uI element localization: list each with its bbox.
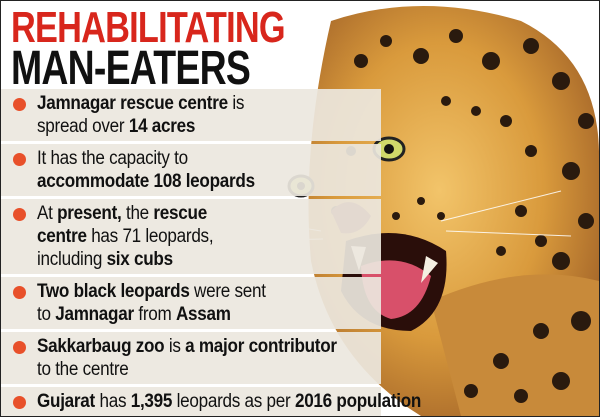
bullet-item: It has the capacity to accommodate 108 le… bbox=[1, 144, 381, 196]
bullet-dot bbox=[13, 341, 26, 354]
bullet-item: Jamnagar rescue centre is spread over 14 … bbox=[1, 89, 381, 141]
bullet-line: including six cubs bbox=[37, 248, 347, 271]
bullet-text: leopards as per bbox=[176, 391, 291, 412]
bullet-text: has bbox=[99, 391, 127, 412]
bullet-line: Two black leopards were sent bbox=[37, 280, 347, 303]
bullet-line: centre has 71 leopards, bbox=[37, 225, 347, 248]
bullet-text: It has the capacity to bbox=[37, 148, 188, 169]
bullet-line: It has the capacity to bbox=[37, 147, 347, 170]
bullet-line: At present, the rescue bbox=[37, 202, 347, 225]
bullet-text: spread over bbox=[37, 116, 125, 137]
bullet-text: to the centre bbox=[37, 359, 129, 380]
bullet-text: present, bbox=[57, 203, 122, 224]
bullet-item: At present, the rescue centre has 71 leop… bbox=[1, 199, 381, 274]
bullet-text: Jamnagar rescue centre bbox=[37, 93, 228, 114]
bullet-text: 1,395 bbox=[130, 391, 173, 412]
bullet-text: from bbox=[138, 304, 172, 325]
bullet-text: 2016 population bbox=[294, 391, 422, 412]
bullet-text: were sent bbox=[194, 281, 266, 302]
bullet-text: rescue bbox=[153, 203, 207, 224]
bullet-line: to Jamnagar from Assam bbox=[37, 303, 347, 326]
bullet-dot bbox=[13, 286, 26, 299]
bullet-text: centre bbox=[37, 226, 87, 247]
bullet-text: Gujarat bbox=[37, 391, 95, 412]
bullet-text: Jamnagar bbox=[55, 304, 134, 325]
bullet-line: to the centre bbox=[37, 358, 347, 381]
bullet-line: spread over 14 acres bbox=[37, 115, 347, 138]
bullet-list: Jamnagar rescue centre is spread over 14 … bbox=[1, 89, 421, 416]
bullet-dot bbox=[13, 396, 26, 409]
bullet-text: Assam bbox=[175, 304, 231, 325]
bullet-text: is bbox=[168, 336, 181, 357]
bullet-dot bbox=[13, 98, 26, 111]
bullet-dot bbox=[13, 208, 26, 221]
title-line: MAN-EATERS bbox=[11, 42, 251, 95]
bullet-line: Gujarat has 1,395 leopards as per 2016 p… bbox=[37, 390, 421, 413]
bullet-text: including bbox=[37, 249, 103, 270]
bullet-line: accommodate 108 leopards bbox=[37, 170, 347, 193]
bullet-text: Sakkarbaug zoo bbox=[37, 336, 165, 357]
bullet-line: Jamnagar rescue centre is bbox=[37, 92, 347, 115]
bullet-text: the bbox=[125, 203, 149, 224]
title-line: REHABILITATING bbox=[11, 3, 286, 52]
bullet-item: Two black leopards were sent to Jamnagar … bbox=[1, 277, 381, 329]
bullet-text: accommodate 108 leopards bbox=[37, 171, 255, 192]
bullet-text: a major contributor bbox=[185, 336, 337, 357]
bullet-item: Sakkarbaug zoo is a major contributor to … bbox=[1, 332, 381, 384]
bullet-text: Two black leopards bbox=[37, 281, 190, 302]
bullet-text: to bbox=[37, 304, 51, 325]
bullet-text: has 71 leopards, bbox=[91, 226, 214, 247]
bullet-text: At bbox=[37, 203, 53, 224]
bullet-text: 14 acres bbox=[128, 116, 196, 137]
bullet-text: six cubs bbox=[106, 249, 174, 270]
bullet-text: is bbox=[232, 93, 245, 114]
bullet-line: Sakkarbaug zoo is a major contributor bbox=[37, 335, 347, 358]
bullet-dot bbox=[13, 153, 26, 166]
bullet-item: Gujarat has 1,395 leopards as per 2016 p… bbox=[1, 387, 421, 416]
